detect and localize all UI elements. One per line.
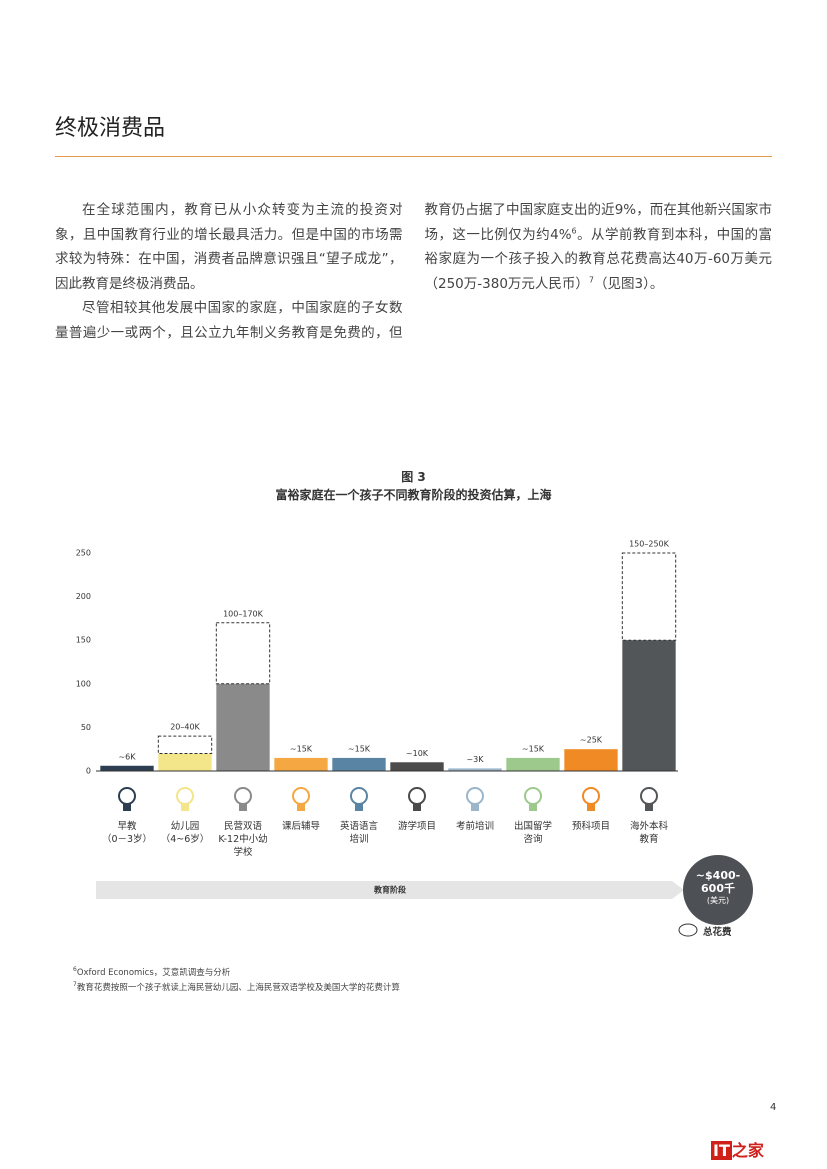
- value-label: ~25K: [580, 736, 603, 745]
- range-box: [157, 735, 213, 755]
- icon: [524, 787, 542, 805]
- footnotes: 6Oxford Economics，艾意凯调查与分析 7教育花费按照一个孩子就读上…: [73, 966, 400, 996]
- range-box: [215, 622, 271, 685]
- range-box: [621, 552, 677, 641]
- total-caption: 总花费: [703, 927, 732, 938]
- paragraph: 尽管相较其他发展中国家的家庭，中国家庭的子女数量普遍少一或两个，且公立九年制义务…: [55, 198, 772, 348]
- x-tick-label: 游学项目: [397, 821, 436, 832]
- icon: [355, 803, 363, 811]
- x-tick-label: 预科项目: [571, 821, 610, 832]
- icon: [292, 787, 310, 805]
- icon: [413, 803, 421, 811]
- figure-label: 图 3: [401, 470, 426, 484]
- value-label: ~15K: [348, 744, 371, 753]
- footnote-text: Oxford Economics，艾意凯调查与分析: [76, 968, 231, 978]
- bar: [506, 757, 560, 771]
- y-tick-label: 150: [76, 636, 91, 645]
- bar: [622, 640, 676, 771]
- logo-text: 之家: [731, 1141, 764, 1160]
- page-number: 4: [770, 1102, 777, 1113]
- total-unit: (美元): [706, 896, 730, 905]
- value-label: ~10K: [406, 749, 429, 758]
- icon: [582, 787, 600, 805]
- y-tick-label: 250: [76, 549, 91, 558]
- x-tick-label: 早教 （0－3岁）: [101, 821, 153, 845]
- bar: [564, 749, 618, 771]
- icon: [350, 787, 368, 805]
- value-label: 20–40K: [170, 723, 200, 732]
- y-tick-label: 100: [76, 679, 91, 688]
- footnote: 6Oxford Economics，艾意凯调查与分析: [73, 966, 400, 981]
- value-label: ~3K: [466, 755, 484, 764]
- x-tick-label: 考前培训: [455, 821, 494, 832]
- value-label: ~15K: [522, 744, 545, 753]
- footnote-text: 教育花费按照一个孩子就读上海民营幼儿园、上海民营双语学校及美国大学的花费计算: [76, 983, 400, 993]
- logo-mark: IT: [711, 1141, 732, 1160]
- y-tick-label: 50: [81, 723, 91, 732]
- icon: [587, 803, 595, 811]
- icon: [234, 787, 252, 805]
- icon: [640, 787, 658, 805]
- value-label: ~15K: [290, 744, 313, 753]
- icon: [181, 803, 189, 811]
- total-value: ~$400- 600千: [695, 869, 741, 895]
- bar: [158, 753, 212, 771]
- x-tick-label: 课后辅导: [281, 821, 320, 832]
- footnote: 7教育花费按照一个孩子就读上海民营幼儿园、上海民营双语学校及美国大学的花费计算: [73, 981, 400, 996]
- x-tick-label: 英语语言 培训: [339, 821, 378, 845]
- y-tick-label: 0: [86, 767, 91, 776]
- value-label: ~6K: [118, 752, 136, 761]
- figure-heading: 图 3 富裕家庭在一个孩子不同教育阶段的投资估算，上海: [0, 468, 827, 504]
- logo: IT 之家: [711, 1137, 764, 1161]
- value-label: 100–170K: [223, 609, 264, 618]
- x-tick-label: 民营双语 K-12中小幼 学校: [218, 821, 268, 858]
- stage-arrow: [96, 881, 684, 899]
- text: （见图3）。: [594, 275, 664, 292]
- icon: [176, 787, 194, 805]
- body-text: 在全球范围内，教育已从小众转变为主流的投资对象，且中国教育行业的增长最具活力。但…: [55, 198, 772, 348]
- heading: 终极消费品: [55, 116, 166, 141]
- bar: [390, 762, 444, 771]
- icon: [529, 803, 537, 811]
- total-badge: ~$400- 600千 (美元): [683, 855, 753, 925]
- icon: [408, 787, 426, 805]
- icon: [466, 787, 484, 805]
- bar: [332, 757, 386, 771]
- icon: [123, 803, 131, 811]
- icon: [239, 803, 247, 811]
- money-icon: [678, 923, 698, 937]
- x-tick-label: 出国留学 咨询: [513, 821, 552, 845]
- y-tick-label: 200: [76, 592, 91, 601]
- value-label: 150–250K: [629, 540, 670, 549]
- footnote-ref: 7: [588, 275, 594, 284]
- bar: [216, 683, 270, 771]
- text: 。从学前教育到本科，中国的富裕家庭为一个孩子投入的教育总花费高达40万-60万美…: [424, 226, 773, 292]
- x-tick-label: 幼儿园 （4~6岁）: [160, 821, 210, 845]
- text: 在全球范围内，教育已从小众转变为主流的投资对象，且中国教育行业的增长最具活力。但…: [55, 202, 403, 292]
- x-tick-label: 海外本科 教育: [629, 821, 668, 845]
- footnote-ref: 6: [571, 226, 577, 235]
- bar: [274, 757, 328, 771]
- footnote-mark: 7: [73, 981, 77, 989]
- text: 尽管相较其他发展中国家的家庭，中国家庭的子女数量普遍少一或两个，且公立九年制义务…: [55, 202, 772, 341]
- icon: [118, 787, 136, 805]
- bar: [100, 765, 154, 771]
- icon: [297, 803, 305, 811]
- icon: [471, 803, 479, 811]
- paragraph: 在全球范围内，教育已从小众转变为主流的投资对象，且中国教育行业的增长最具活力。但…: [55, 198, 403, 296]
- bar: [448, 768, 502, 771]
- x-axis-label: 教育阶段: [373, 885, 406, 895]
- footnote-mark: 6: [73, 966, 77, 974]
- rule: [55, 156, 772, 157]
- icon: [645, 803, 653, 811]
- chart-title: 富裕家庭在一个孩子不同教育阶段的投资估算，上海: [275, 488, 552, 502]
